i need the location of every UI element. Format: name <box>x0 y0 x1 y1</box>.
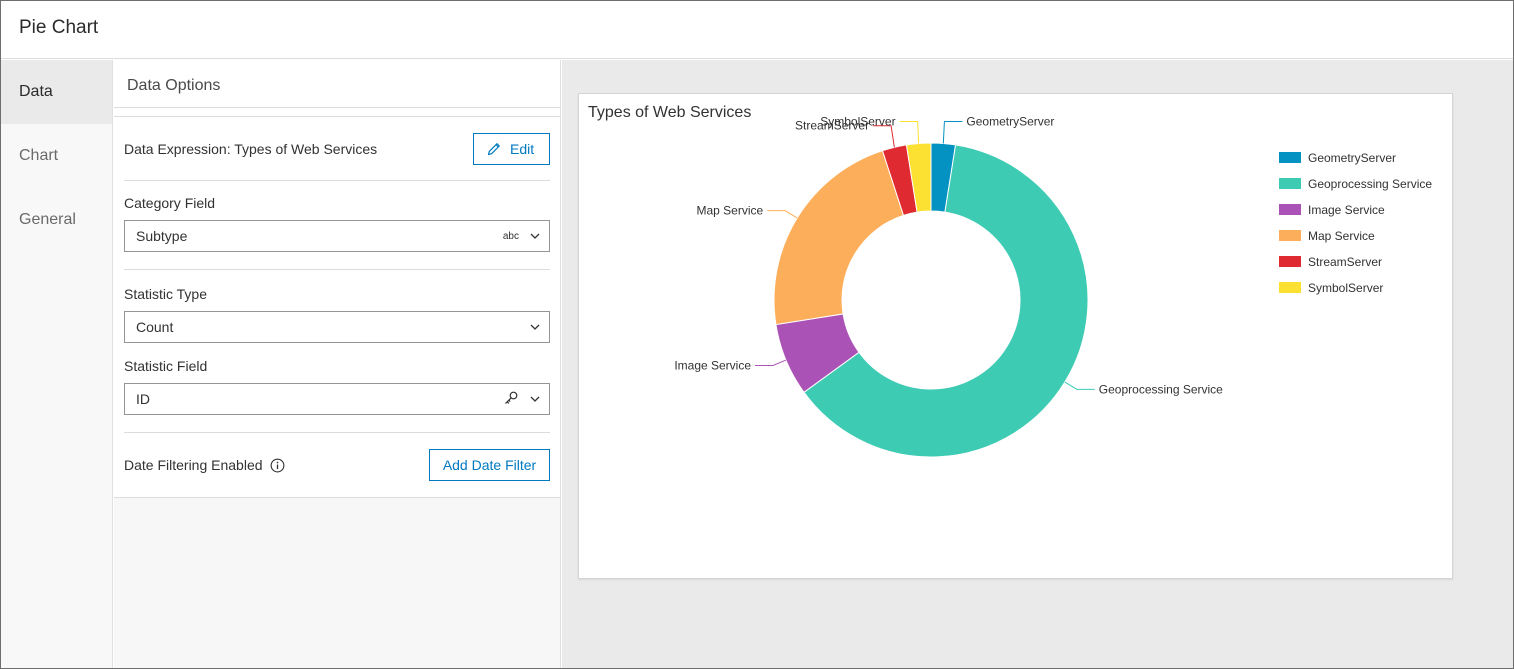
data-label: Map Service <box>696 204 763 218</box>
statistic-type-block: Statistic Type Count <box>124 270 550 343</box>
chevron-down-icon <box>529 230 541 242</box>
nav-tab-general[interactable]: General <box>19 211 76 228</box>
category-field-select[interactable]: Subtype abc <box>124 220 550 252</box>
nav-tab-chart[interactable]: Chart <box>19 147 59 164</box>
date-filter-group: Date Filtering Enabled <box>124 457 285 474</box>
panel-divider <box>114 108 560 117</box>
leader-line <box>873 125 895 148</box>
statistic-field-select[interactable]: ID <box>124 383 550 415</box>
legend-entry[interactable]: Map Service <box>1308 229 1375 243</box>
donut-chart: GeometryServer GeometryServer Geoprocessin… <box>674 115 1432 458</box>
chart-title: Types of Web Services <box>588 104 752 121</box>
legend-entry[interactable]: StreamServer <box>1308 255 1382 269</box>
date-filter-row: Date Filtering Enabled Add Date Filter <box>124 433 550 497</box>
pie-slice-geoprocessing-service[interactable] <box>803 144 1089 458</box>
add-date-filter-button[interactable]: Add Date Filter <box>429 449 550 481</box>
statistic-field-value: ID <box>136 391 150 407</box>
pie-slice-map-service[interactable] <box>773 150 905 326</box>
statistic-field-block: Statistic Field ID <box>124 343 550 432</box>
leader-line <box>755 359 787 366</box>
legend-swatch[interactable] <box>1279 282 1301 293</box>
date-filter-label: Date Filtering Enabled <box>124 456 263 473</box>
chart-preview-area: Types of Web Services GeometryServer Geom… <box>562 60 1513 668</box>
data-label: GeometryServer <box>966 115 1054 129</box>
title-bar: Pie Chart <box>1 1 1513 59</box>
info-icon[interactable] <box>270 458 285 473</box>
data-options-panel: Data Options Data Expression: Types of W… <box>114 60 561 668</box>
statistic-type-label: Statistic Type <box>124 286 208 302</box>
legend-entry[interactable]: GeometryServer <box>1308 151 1396 165</box>
nav-tab-data[interactable]: Data <box>1 60 112 124</box>
legend-swatch[interactable] <box>1279 204 1301 215</box>
section-divider <box>124 269 550 270</box>
side-nav: Data Chart General <box>1 60 113 668</box>
section-divider <box>124 432 550 433</box>
data-label: StreamServer <box>795 119 869 133</box>
chevron-down-icon <box>529 393 541 405</box>
legend-swatch[interactable] <box>1279 152 1301 163</box>
legend-entry[interactable]: Image Service <box>1308 203 1385 217</box>
legend-entry[interactable]: Geoprocessing Service <box>1308 177 1432 191</box>
statistic-type-value: Count <box>136 319 174 335</box>
chevron-down-icon <box>529 321 541 333</box>
data-expression-label: Data Expression: Types of Web Services <box>124 140 378 157</box>
data-label: SymbolServer <box>820 115 895 129</box>
data-label: Geoprocessing Service <box>1099 382 1223 396</box>
legend-swatch[interactable] <box>1279 178 1301 189</box>
pie-slice-symbolserver[interactable] <box>905 142 932 213</box>
edit-button-label: Edit <box>510 140 535 157</box>
legend-swatch[interactable] <box>1279 256 1301 267</box>
key-icon <box>503 390 519 409</box>
statistic-field-label: Statistic Field <box>124 358 208 374</box>
leader-line <box>899 121 920 144</box>
category-field-value: Subtype <box>136 228 188 244</box>
data-expression-row: Data Expression: Types of Web Services E… <box>124 117 550 181</box>
panel-header: Data Options <box>114 60 560 108</box>
legend-swatch[interactable] <box>1279 230 1301 241</box>
leader-line <box>1064 381 1095 390</box>
window-title: Pie Chart <box>19 17 99 38</box>
leader-line <box>942 121 963 144</box>
category-field-block: Category Field Subtype abc <box>124 181 550 269</box>
edit-button[interactable]: Edit <box>473 132 550 165</box>
string-type-badge: abc <box>502 230 519 242</box>
statistic-type-select[interactable]: Count <box>124 311 550 343</box>
category-field-label: Category Field <box>124 195 216 211</box>
chart-card: Types of Web Services GeometryServer Geom… <box>578 93 1453 579</box>
legend-entry[interactable]: SymbolServer <box>1308 281 1383 295</box>
panel-body: Data Expression: Types of Web Services E… <box>114 117 560 498</box>
data-label: Image Service <box>674 358 751 372</box>
leader-line <box>767 210 798 219</box>
pencil-icon <box>487 142 500 155</box>
